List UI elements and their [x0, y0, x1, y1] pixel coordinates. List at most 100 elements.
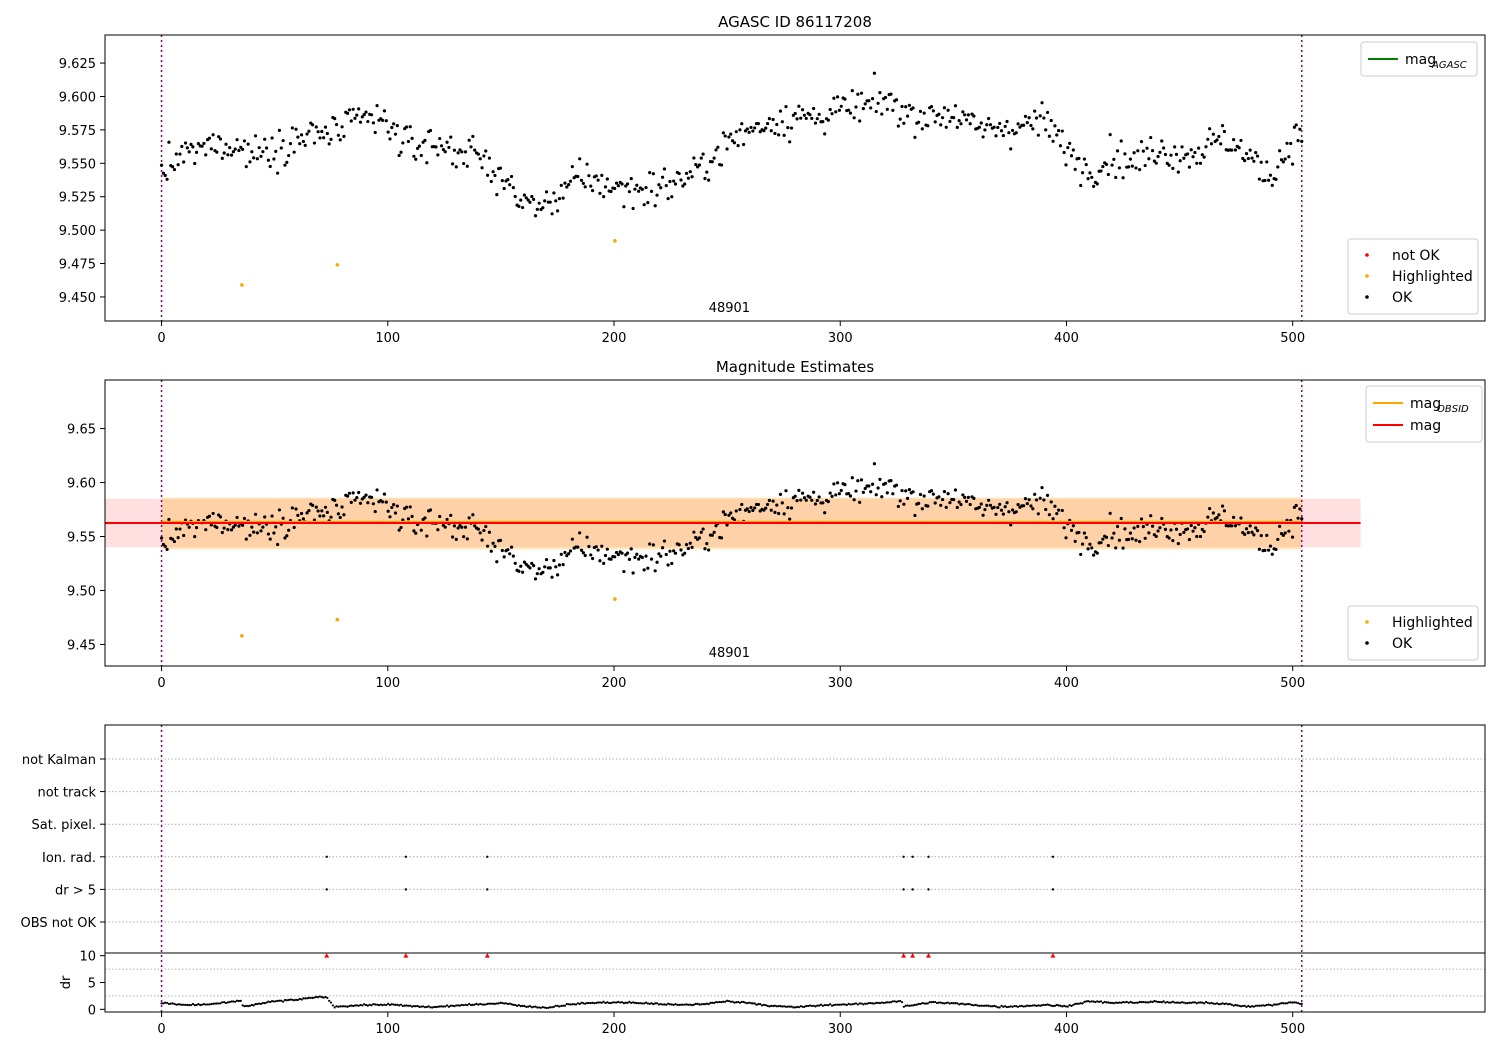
data-point-ok: [1167, 163, 1171, 167]
dr-point: [668, 1003, 672, 1006]
data-point-ok: [410, 136, 414, 140]
plot-frame: [104, 379, 1486, 667]
data-point-ok: [559, 183, 563, 187]
data-point-ok: [1241, 156, 1245, 161]
legend-line-subscript: AGASC: [1431, 60, 1467, 71]
data-point-ok: [939, 123, 943, 127]
data-point-ok: [1163, 527, 1168, 531]
data-point-ok: [747, 130, 751, 134]
data-point-ok: [1014, 131, 1018, 135]
data-point-ok: [651, 172, 655, 176]
data-point-ok: [907, 488, 912, 492]
data-point-ok: [1036, 133, 1040, 137]
dr-point: [707, 1003, 710, 1006]
dr-point: [897, 1000, 900, 1003]
data-point-ok: [174, 527, 178, 531]
data-point-ok: [987, 498, 991, 502]
dr-point: [506, 1002, 509, 1006]
dr-point: [250, 1003, 253, 1007]
dr-point: [729, 1000, 732, 1003]
dr-point: [980, 1004, 983, 1007]
dr-point: [473, 1003, 476, 1006]
data-point-ok: [679, 178, 683, 182]
data-point-ok: [347, 108, 352, 112]
data-point-ok: [1252, 533, 1256, 537]
data-point-ok: [964, 118, 969, 122]
dr-point: [495, 1002, 498, 1005]
data-point-ok: [246, 142, 250, 146]
data-point-ok: [660, 546, 665, 550]
dr-point: [1254, 1004, 1257, 1007]
dr-point: [1068, 1004, 1071, 1007]
dr-point: [902, 1005, 905, 1008]
data-point-ok: [963, 113, 967, 117]
data-point-ok: [298, 142, 302, 146]
data-point-ok: [861, 106, 865, 111]
dr-point: [1079, 1002, 1082, 1005]
data-point-ok: [1106, 543, 1110, 548]
data-point-ok: [182, 160, 186, 164]
dr-point: [917, 1002, 920, 1005]
dr-point: [705, 1002, 708, 1005]
data-point-ok: [712, 156, 716, 160]
data-point-ok: [1167, 536, 1171, 540]
data-point-ok: [581, 551, 585, 555]
data-point-ok: [388, 137, 392, 141]
data-point-ok: [392, 502, 396, 507]
dr-point: [171, 1002, 174, 1005]
data-point-ok: [1069, 528, 1074, 532]
data-point-ok: [963, 495, 967, 499]
dr-point: [337, 1005, 340, 1008]
data-point-ok: [530, 194, 534, 199]
data-point-ok: [244, 537, 248, 541]
data-point-ok: [1257, 177, 1261, 181]
data-point-ok: [1010, 128, 1015, 133]
dr-point: [258, 1002, 261, 1005]
data-point-ok: [1156, 529, 1160, 533]
data-point-ok: [1266, 548, 1271, 552]
dr-point: [1171, 1000, 1174, 1003]
dr-point: [545, 1006, 548, 1010]
data-point-ok: [500, 548, 504, 553]
data-point-ok: [900, 104, 904, 109]
data-point-ok: [1034, 498, 1039, 502]
dr-point: [451, 1004, 454, 1007]
dr-point: [1164, 1001, 1167, 1004]
data-point-ok: [493, 173, 497, 178]
data-point-ok: [788, 140, 792, 144]
data-point-ok: [1077, 156, 1081, 161]
data-point-ok: [557, 196, 562, 201]
data-point-ok: [684, 171, 689, 175]
data-point-ok: [1064, 536, 1068, 540]
data-point-ok: [290, 506, 294, 510]
data-point-ok: [1243, 532, 1247, 536]
data-point-ok: [937, 112, 941, 116]
data-point-ok: [552, 558, 556, 563]
data-point-ok: [1193, 526, 1197, 530]
data-point-ok: [896, 124, 900, 128]
data-point-ok: [959, 122, 963, 126]
data-point-ok: [644, 554, 648, 558]
data-point-ok: [1298, 127, 1302, 131]
data-point-ok: [640, 187, 644, 191]
dr-point: [609, 1001, 613, 1005]
dr-point: [624, 1001, 627, 1004]
data-point-ok: [1185, 152, 1190, 156]
data-point-ok: [957, 500, 961, 504]
dr-point: [860, 1002, 863, 1005]
dr-point: [740, 1000, 743, 1003]
data-point-ok: [1222, 509, 1226, 513]
data-point-ok: [734, 130, 738, 134]
data-point-ok: [953, 488, 958, 492]
dr-point: [759, 1003, 762, 1006]
data-point-ok: [401, 518, 405, 522]
data-point-ok: [740, 502, 744, 507]
data-point-ok: [823, 132, 827, 136]
data-point-ok: [1191, 529, 1195, 533]
data-point-ok: [450, 162, 455, 166]
data-point-ok: [683, 551, 687, 555]
dr-point: [243, 1005, 246, 1008]
dr-point: [836, 1003, 839, 1006]
data-point-ok: [1088, 171, 1092, 175]
dr-point: [223, 1001, 226, 1004]
